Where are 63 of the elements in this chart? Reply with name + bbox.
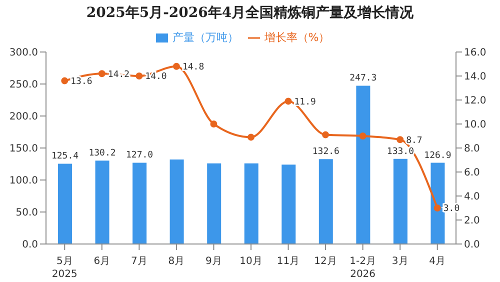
- x-tick-label: 3月: [392, 256, 408, 267]
- bar: [244, 163, 258, 244]
- data-label: 8.7: [406, 136, 422, 146]
- data-label: 126.9: [424, 150, 452, 161]
- bar: [95, 160, 110, 244]
- chart-title: 2025年5月-2026年4月全国精炼铜产量及增长情况: [85, 4, 415, 23]
- x-tick-label: 11月: [276, 256, 300, 267]
- point: [136, 72, 143, 80]
- x-tick-label: 10月: [240, 256, 262, 267]
- y-tick-label: 200.0: [9, 112, 38, 123]
- point: [61, 77, 68, 84]
- y2-tick-label: 0.0: [464, 240, 480, 251]
- x-tick-label: 1-2月 2026: [350, 256, 376, 280]
- point: [284, 98, 292, 105]
- y-tick-label: 300.0: [9, 48, 38, 59]
- y2-tick-label: 14.0: [464, 72, 486, 83]
- bar: [393, 158, 408, 244]
- point: [210, 120, 218, 128]
- x-tick-label: 5月 2025: [52, 256, 78, 280]
- x-tick-label: 8月: [168, 256, 185, 267]
- legend-label: 增长率（%）: [264, 31, 330, 44]
- bar: [58, 164, 72, 244]
- bar: [282, 164, 296, 244]
- x-tick-label: 6月: [94, 256, 110, 267]
- data-label: 130.2: [88, 148, 116, 159]
- bar: [207, 163, 222, 244]
- x-tick-label: 4月: [429, 256, 446, 267]
- data-label: 14.8: [182, 62, 204, 73]
- point: [322, 131, 330, 138]
- y2-tick-label: 12.0: [464, 96, 486, 107]
- point: [396, 136, 404, 144]
- bar: [356, 86, 370, 244]
- bar: [318, 159, 333, 244]
- y-tick-label: 250.0: [9, 80, 38, 91]
- data-label: 14.0: [145, 72, 167, 82]
- y-tick-label: 50.0: [16, 208, 38, 219]
- y-tick-label: 150.0: [9, 144, 38, 155]
- x-tick-label: 12月: [314, 256, 337, 267]
- data-label: 247.3: [350, 74, 377, 84]
- y2-tick-label: 10.0: [464, 120, 486, 131]
- data-label: 11.9: [294, 97, 316, 108]
- legend-label: 产量（万吨）: [172, 31, 238, 44]
- data-label: 132.6: [312, 147, 340, 158]
- y-tick-label: 0.0: [22, 240, 38, 251]
- point: [248, 134, 254, 141]
- bar: [430, 162, 445, 244]
- y2-tick-label: 6.0: [464, 168, 480, 179]
- bar: [132, 162, 147, 244]
- point: [359, 132, 366, 140]
- x-tick-label: 7月: [130, 256, 148, 267]
- data-label: 127.0: [126, 150, 154, 161]
- y2-tick-label: 16.0: [464, 48, 486, 59]
- point: [172, 62, 180, 70]
- point: [434, 204, 441, 212]
- data-label: 13.6: [70, 76, 92, 87]
- y-tick-label: 100.0: [9, 176, 38, 187]
- y2-tick-label: 4.0: [464, 192, 480, 203]
- y2-tick-label: 8.0: [464, 144, 480, 155]
- y2-tick-label: 2.0: [464, 216, 480, 227]
- bar: [170, 160, 184, 244]
- data-label: 125.4: [51, 152, 79, 162]
- point: [98, 70, 106, 78]
- x-tick-label: 9月: [206, 256, 222, 267]
